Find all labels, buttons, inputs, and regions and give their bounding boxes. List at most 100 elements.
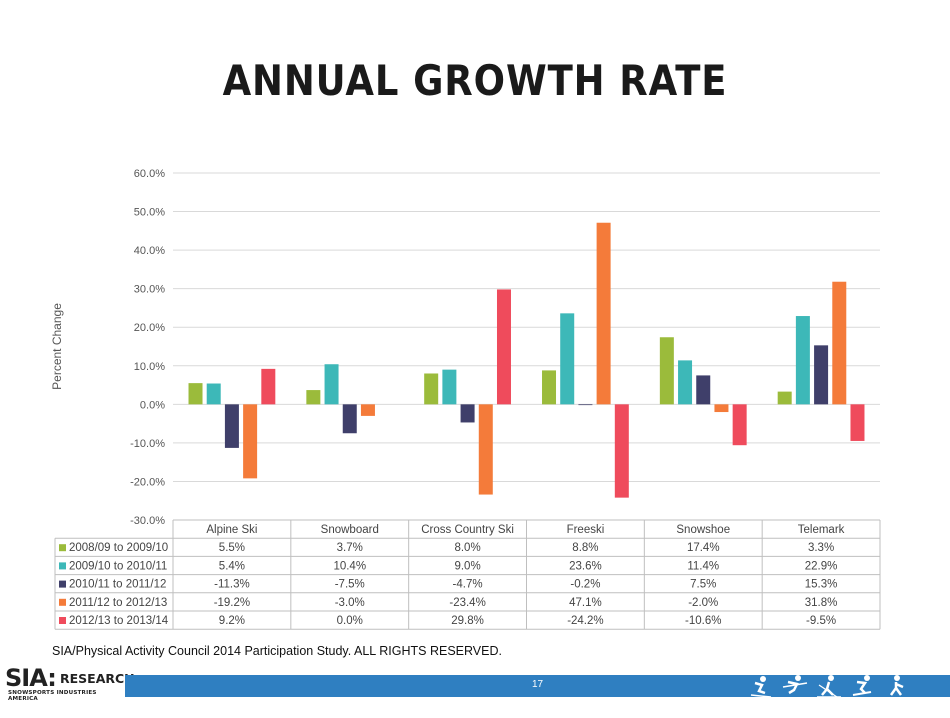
- bar-1-alpine-ski: [188, 383, 203, 405]
- bar-4-snowshoe: [714, 404, 729, 413]
- category-label: Freeski: [567, 524, 605, 536]
- table-cell-value: 15.3%: [805, 579, 838, 591]
- table-cell-value: -7.5%: [335, 579, 365, 591]
- legend-label: 2012/13 to 2013/14: [69, 615, 169, 627]
- y-tick-label: 50.0%: [134, 207, 165, 219]
- legend-label: 2010/11 to 2011/12: [69, 579, 166, 591]
- table-cell-value: -23.4%: [449, 597, 485, 609]
- bar-3-snowshoe: [696, 375, 711, 405]
- bar-2-alpine-ski: [206, 383, 221, 405]
- category-label: Cross Country Ski: [421, 524, 514, 536]
- table-cell-value: 3.7%: [337, 542, 363, 554]
- skiing-icon: [750, 676, 772, 698]
- bar-3-snowboard: [342, 404, 357, 434]
- bar-2-freeski: [560, 313, 575, 405]
- table-cell-value: 31.8%: [805, 597, 838, 609]
- y-axis-label: Percent Change: [50, 303, 64, 390]
- source-note: SIA/Physical Activity Council 2014 Parti…: [52, 644, 502, 658]
- table-cell-value: 9.0%: [454, 560, 480, 572]
- logo-tagline: SNOWSPORTS INDUSTRIES AMERICA: [8, 690, 97, 702]
- table-cell-value: 8.8%: [572, 542, 598, 554]
- table-cell-value: 22.9%: [805, 560, 838, 572]
- table-cell-value: 7.5%: [690, 579, 716, 591]
- y-tick-label: -10.0%: [130, 438, 165, 450]
- bar-1-snowboard: [306, 390, 321, 405]
- bar-2-telemark: [795, 316, 810, 405]
- legend-swatch: [59, 562, 66, 570]
- table-cell-value: 0.0%: [337, 615, 363, 627]
- table-cell-value: -2.0%: [688, 597, 718, 609]
- bar-1-telemark: [777, 391, 792, 405]
- bar-3-alpine-ski: [224, 404, 239, 448]
- table-cell-value: 10.4%: [333, 560, 366, 572]
- y-tick-label: 20.0%: [134, 322, 165, 334]
- category-label: Alpine Ski: [206, 524, 257, 536]
- table-cell-value: 17.4%: [687, 542, 720, 554]
- y-tick-label: 0.0%: [140, 399, 165, 411]
- cross-country-ski-icon: [817, 675, 841, 698]
- bar-5-freeski: [614, 404, 629, 498]
- bar-3-freeski: [578, 404, 593, 406]
- sport-icons: [750, 675, 904, 698]
- bar-1-snowshoe: [659, 337, 674, 405]
- y-tick-label: 30.0%: [134, 284, 165, 296]
- y-tick-label: 60.0%: [134, 168, 165, 180]
- bar-5-alpine-ski: [261, 368, 276, 405]
- table-cell-value: -24.2%: [567, 615, 603, 627]
- slide-title: ANNUAL GROWTH RATE: [222, 56, 728, 105]
- bar-4-cross-country-ski: [478, 404, 493, 495]
- logo-research-text: RESEARCH: [60, 671, 135, 686]
- bar-5-cross-country-ski: [496, 289, 511, 405]
- bar-4-alpine-ski: [243, 404, 258, 479]
- legend-label: 2009/10 to 2010/11: [69, 560, 167, 572]
- bar-5-telemark: [850, 404, 865, 441]
- category-label: Telemark: [798, 524, 845, 536]
- bar-5-snowshoe: [732, 404, 747, 446]
- legend-swatch: [59, 580, 66, 588]
- table-cell-value: 9.2%: [219, 615, 245, 627]
- category-label: Snowshoe: [676, 524, 730, 536]
- table-cell-value: -11.3%: [214, 579, 250, 591]
- bar-4-snowboard: [360, 404, 375, 416]
- footer-bar: 17: [125, 675, 950, 697]
- table-cell-value: -9.5%: [806, 615, 836, 627]
- logo-main-text: SIA:: [5, 664, 57, 692]
- table-cell-value: 5.5%: [219, 542, 245, 554]
- table-cell-value: 3.3%: [808, 542, 834, 554]
- sia-research-logo: SIA: RESEARCH SNOWSPORTS INDUSTRIES AMER…: [2, 664, 135, 702]
- table-cell-value: 23.6%: [569, 560, 602, 572]
- legend-label: 2008/09 to 2009/10: [69, 542, 168, 554]
- table-cell-value: -10.6%: [685, 615, 721, 627]
- annual-growth-chart: 60.0% 50.0% 40.0% 30.0% 20.0% 10.0% 0.0% -10.0%…: [50, 168, 881, 630]
- legend-swatch: [59, 617, 66, 624]
- y-tick-label: -20.0%: [130, 476, 165, 488]
- table-cell-value: 5.4%: [219, 560, 245, 572]
- snowboard-icon: [852, 675, 872, 696]
- table-cell-value: -4.7%: [453, 579, 483, 591]
- table-cell-value: 8.0%: [454, 542, 480, 554]
- category-label: Snowboard: [321, 524, 379, 536]
- table-cell-value: 11.4%: [687, 560, 719, 572]
- bar-1-cross-country-ski: [424, 373, 439, 405]
- y-tick-label: 40.0%: [134, 245, 165, 257]
- table-cell-value: -3.0%: [335, 597, 365, 609]
- page-number: 17: [531, 679, 544, 690]
- table-cell-value: 29.8%: [451, 615, 484, 627]
- y-tick-label: 10.0%: [134, 361, 165, 373]
- table-cell-value: 47.1%: [569, 597, 602, 609]
- bar-3-telemark: [814, 345, 829, 405]
- bar-2-snowshoe: [678, 360, 693, 405]
- bar-2-cross-country-ski: [442, 369, 457, 405]
- y-tick-label: -30.0%: [130, 515, 165, 527]
- legend-swatch: [59, 598, 66, 606]
- bar-1-freeski: [542, 370, 557, 405]
- bar-2-snowboard: [324, 364, 339, 405]
- bar-3-cross-country-ski: [460, 404, 475, 423]
- snowshoe-icon: [889, 675, 904, 696]
- table-cell-value: -0.2%: [570, 579, 600, 591]
- table-cell-value: -19.2%: [214, 597, 250, 609]
- freeski-icon: [782, 675, 808, 695]
- bar-4-telemark: [832, 281, 847, 405]
- legend-label: 2011/12 to 2012/13: [69, 597, 167, 609]
- bar-4-freeski: [596, 222, 611, 405]
